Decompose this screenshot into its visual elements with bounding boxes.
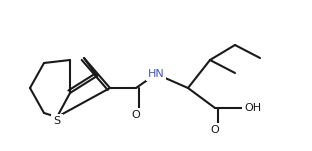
Text: S: S xyxy=(53,116,61,126)
Text: OH: OH xyxy=(244,103,261,113)
Text: O: O xyxy=(211,125,219,135)
Text: O: O xyxy=(132,110,140,120)
Text: HN: HN xyxy=(148,69,164,79)
